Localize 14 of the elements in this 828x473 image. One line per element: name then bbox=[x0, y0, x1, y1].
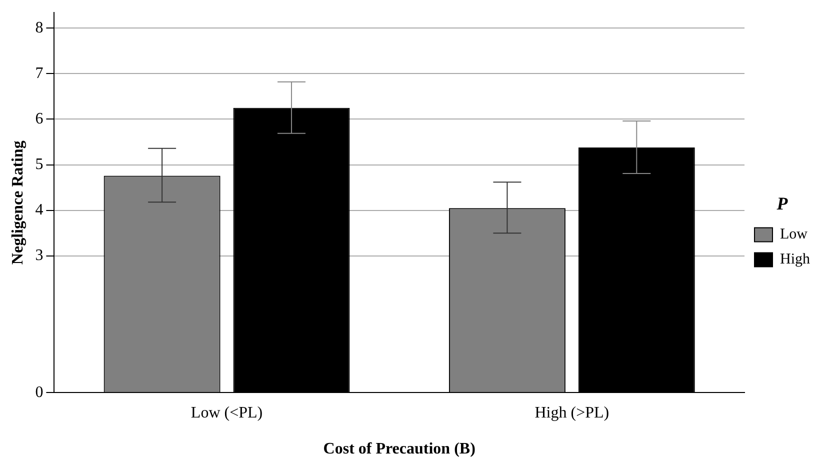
legend-label: High bbox=[780, 252, 810, 268]
y-tick-label: 4 bbox=[35, 202, 44, 219]
legend-title: P bbox=[776, 193, 789, 214]
y-tick-label: 3 bbox=[35, 247, 44, 264]
y-tick-label: 6 bbox=[35, 110, 44, 128]
y-tick-label: 5 bbox=[35, 156, 44, 173]
y-tick-label: 0 bbox=[35, 384, 44, 401]
legend-label: Low bbox=[780, 226, 808, 243]
x-tick-label: Low (<PL) bbox=[190, 404, 263, 422]
x-axis-title: Cost of Precaution (B) bbox=[323, 440, 476, 458]
y-axis-title: Negligence Rating bbox=[10, 140, 27, 265]
y-tick-label: 8 bbox=[35, 19, 44, 36]
y-tick-label: 7 bbox=[35, 64, 44, 82]
x-tick-label: High (>PL) bbox=[534, 404, 610, 422]
